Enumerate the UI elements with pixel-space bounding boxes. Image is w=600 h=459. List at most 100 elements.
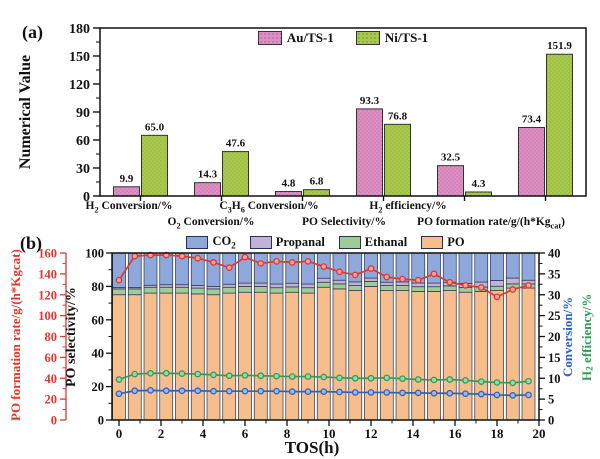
cat-label-c3h6-conversion: C3H6 Conversion/%: [219, 200, 319, 215]
svg-text:60: 60: [92, 313, 105, 327]
cat-label-h2-efficiency: H2 efficiency/%: [369, 200, 447, 215]
bar-seg-po: [521, 287, 536, 421]
legend-b-label-ethanal: Ethanal: [364, 234, 408, 249]
svg-text:93.3: 93.3: [360, 95, 380, 107]
bar-seg-ethanal: [190, 287, 205, 295]
bar-seg-co2: [253, 252, 268, 284]
bar-seg-ethanal: [159, 286, 174, 294]
bar-seg-po: [490, 290, 504, 421]
panel-a: 0 30 60 90 120 150 180 Numerical Value 9.9 65.0 14…: [17, 22, 587, 230]
bar-seg-po: [253, 291, 268, 421]
bar-seg-po: [301, 292, 315, 421]
bar-seg-ethanal: [269, 287, 284, 294]
bar-seg-propanal: [238, 282, 252, 287]
bar-seg-ethanal: [395, 285, 410, 291]
svg-text:73.4: 73.4: [522, 113, 542, 125]
legend-b-item-ethanal: Ethanal: [338, 234, 408, 250]
svg-text:0: 0: [116, 426, 123, 441]
bar-ni: [141, 134, 168, 197]
bar-au: [518, 126, 545, 197]
bar-seg-ethanal: [364, 281, 378, 287]
cat-label-h2-conversion: H2 Conversion/%: [85, 200, 173, 215]
b-red-axis: 0 20 40 60 80 100 120 140 160: [38, 247, 67, 428]
svg-text:10: 10: [548, 372, 561, 386]
bar-seg-co2: [442, 252, 457, 283]
bar-seg-po: [348, 290, 363, 421]
bar-seg-propanal: [190, 285, 205, 289]
svg-text:0: 0: [548, 414, 554, 428]
bar-seg-po: [395, 290, 410, 421]
svg-text:25: 25: [548, 309, 561, 323]
legend-b-item-co2: CO2: [186, 234, 236, 251]
bar-seg-po: [206, 294, 221, 421]
svg-text:80: 80: [45, 330, 58, 344]
bar-seg-po: [143, 292, 158, 421]
svg-text:180: 180: [69, 22, 90, 37]
panel-b-label: (b): [20, 233, 42, 253]
bar-seg-po: [427, 291, 441, 421]
svg-text:14: 14: [407, 426, 421, 441]
bar-seg-co2: [269, 252, 284, 285]
svg-text:2: 2: [158, 426, 165, 441]
bar-seg-po: [505, 287, 520, 421]
bar-seg-ethanal: [238, 286, 252, 293]
bar-seg-propanal: [490, 280, 504, 287]
legend-b: CO2 Propanal Ethanal PO: [112, 234, 539, 251]
svg-text:18: 18: [491, 426, 505, 441]
bar-seg-ethanal: [301, 287, 315, 294]
b-selectivity-axis: 0 20 40 60 80 100: [85, 247, 112, 428]
bar-seg-ethanal: [490, 285, 504, 291]
bar-seg-po: [269, 292, 284, 421]
svg-text:100: 100: [85, 247, 104, 261]
propanal-swatch: [249, 235, 272, 249]
bar-seg-ethanal: [379, 285, 394, 291]
bar-seg-po: [442, 290, 457, 421]
svg-text:16: 16: [449, 426, 463, 441]
legend-b-label-propanal: Propanal: [275, 234, 325, 249]
bar-seg-ethanal: [112, 288, 126, 296]
bar-seg-po: [379, 290, 394, 421]
legend-a-label-ni: Ni/TS-1: [384, 30, 429, 45]
b-line-conversion: [115, 387, 532, 399]
bar-ni: [384, 123, 411, 197]
bar-seg-po: [364, 286, 378, 421]
ni-swatch: [355, 31, 380, 45]
svg-text:30: 30: [76, 162, 90, 177]
svg-text:120: 120: [69, 78, 90, 93]
svg-text:65.0: 65.0: [145, 121, 165, 133]
b-stacked-bars: [112, 252, 536, 421]
bar-seg-po: [222, 292, 237, 421]
legend-b-item-propanal: Propanal: [249, 234, 325, 250]
bar-seg-ethanal: [127, 288, 142, 296]
bar-seg-co2: [474, 252, 489, 283]
bar-seg-co2: [427, 252, 441, 284]
bar-seg-propanal: [379, 281, 394, 286]
bar-seg-propanal: [364, 277, 378, 282]
b-plot-box: [111, 252, 540, 421]
bar-au: [113, 186, 140, 197]
ethanal-swatch: [338, 235, 361, 249]
bar-seg-ethanal: [222, 286, 237, 294]
au-swatch: [257, 31, 282, 45]
svg-text:40: 40: [45, 372, 58, 386]
bar-seg-propanal: [159, 284, 174, 288]
svg-text:20: 20: [533, 426, 546, 441]
panel-a-label: (a): [22, 22, 43, 42]
bar-au: [356, 108, 383, 197]
bar-seg-ethanal: [442, 285, 457, 291]
bar-seg-ethanal: [206, 288, 221, 296]
bar-seg-propanal: [285, 282, 300, 288]
bar-ni: [303, 189, 330, 197]
bar-seg-ethanal: [285, 286, 300, 293]
bar-seg-po: [458, 291, 473, 421]
bar-seg-co2: [285, 252, 300, 284]
legend-b-item-po: PO: [421, 235, 465, 250]
cat-label-po-selectivity: PO Selectivity/%: [302, 216, 386, 228]
bar-seg-po: [411, 291, 426, 421]
svg-text:10: 10: [323, 426, 336, 441]
po-swatch: [421, 235, 444, 249]
bar-au: [194, 182, 221, 197]
bar-seg-co2: [505, 252, 520, 279]
bar-seg-po: [175, 292, 189, 421]
